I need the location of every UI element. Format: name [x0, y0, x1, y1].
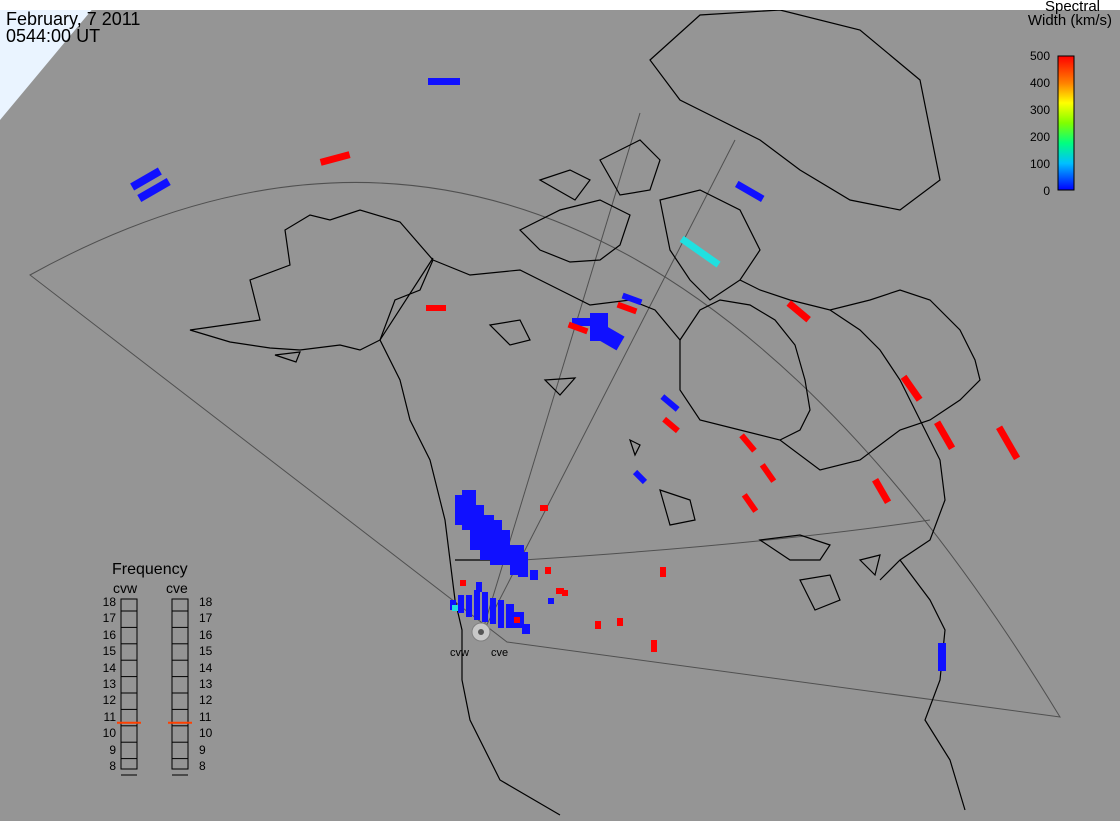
frequency-label-west: 13 — [102, 677, 116, 691]
echo-cluster-near-radar — [450, 582, 530, 634]
colorbar-tick-label: 400 — [1029, 76, 1050, 90]
frequency-ticks — [121, 610, 188, 776]
colorbar — [1057, 55, 1075, 191]
frequency-label-east: 9 — [199, 742, 206, 757]
frequency-label-east: 17 — [199, 611, 213, 626]
coastlines — [189, 9, 981, 816]
frequency-col-east: cve — [166, 580, 188, 596]
frequency-label-west: 18 — [102, 595, 116, 609]
colorbar-title-line1: Spectral — [1044, 0, 1100, 15]
echo-cluster-west — [455, 490, 538, 580]
colorbar-tick-label: 500 — [1029, 49, 1050, 63]
frequency-label-east: 12 — [199, 693, 213, 708]
sunlit-region — [0, 0, 100, 120]
colorbar-tick-label: 300 — [1029, 103, 1050, 117]
frequency-label-east: 13 — [199, 677, 213, 691]
frequency-label-west: 12 — [102, 693, 116, 708]
frequency-label-west: 15 — [102, 644, 116, 659]
colorbar-title-line2: Width (km/s) — [1027, 12, 1112, 29]
field-of-view-outline — [29, 181, 1061, 718]
frequency-bars — [120, 598, 189, 770]
frequency-label-east: 11 — [199, 709, 212, 724]
scattered-echoes — [130, 78, 1021, 671]
frequency-label-west: 10 — [102, 726, 116, 741]
frequency-label-east: 10 — [199, 726, 213, 741]
frequency-label-east: 14 — [199, 660, 213, 675]
plot-time: 0544:00 UT — [6, 26, 101, 46]
frequency-label-west: 17 — [102, 611, 116, 626]
frequency-label-west: 8 — [109, 759, 116, 773]
radar-label-west: cvw — [450, 647, 469, 659]
frequency-label-west: 9 — [109, 742, 116, 757]
colorbar-tick-label: 100 — [1029, 157, 1050, 171]
colorbar-tick-label: 0 — [1043, 184, 1050, 198]
frequency-title: Frequency — [112, 561, 188, 578]
radar-label-east: cve — [491, 647, 509, 659]
frequency-label-east: 15 — [199, 644, 213, 659]
top-margin — [0, 0, 1120, 10]
colorbar-tick-label: 200 — [1029, 130, 1050, 144]
frequency-label-west: 11 — [103, 709, 116, 724]
frequency-col-west: cvw — [113, 580, 138, 596]
frequency-label-east: 8 — [199, 759, 206, 773]
beam-lines — [480, 112, 931, 637]
plot-date: February, 7 2011 — [6, 9, 141, 29]
frequency-label-west: 16 — [102, 627, 116, 642]
frequency-label-east: 18 — [199, 595, 213, 609]
frequency-label-east: 16 — [199, 627, 213, 642]
frequency-label-west: 14 — [102, 660, 116, 675]
